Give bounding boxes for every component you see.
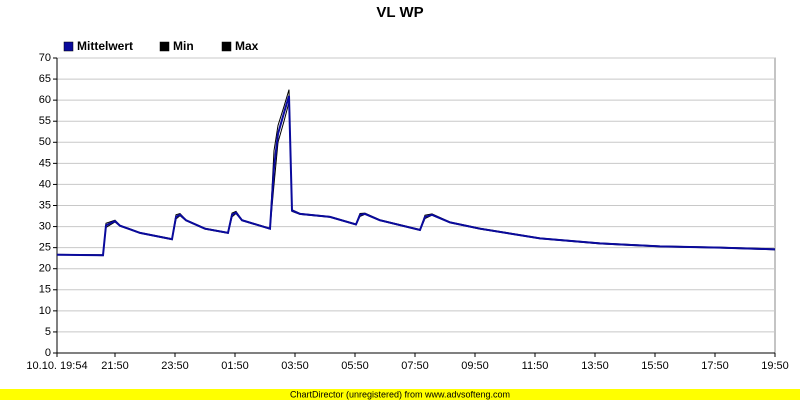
footer: ChartDirector (unregistered) from www.ad… [290,389,510,399]
legend-label: Max [235,39,259,53]
x-tick-label: 09:50 [461,360,489,372]
footer-bar [0,389,800,400]
y-tick-label: 60 [39,94,51,106]
y-tick-label: 30 [39,220,51,232]
y-tick-label: 5 [45,326,51,338]
x-tick-label: 19:50 [761,360,789,372]
x-tick-label: 03:50 [281,360,309,372]
x-tick-label: 13:50 [581,360,609,372]
legend-label: Min [173,39,194,53]
y-tick-label: 10 [39,305,51,317]
chart-title: VL WP [376,4,423,21]
y-tick-label: 20 [39,263,51,275]
y-tick-label: 15 [39,284,51,296]
legend-label: Mittelwert [77,39,133,53]
y-tick-label: 0 [45,347,51,359]
x-tick-label: 11:50 [522,360,549,372]
y-tick-label: 45 [39,157,51,169]
x-tick-label: 05:50 [341,360,369,372]
y-tick-label: 65 [39,73,51,85]
y-tick-label: 50 [39,136,51,148]
x-tick-label: 15:50 [641,360,669,372]
legend-swatch [63,41,74,52]
x-tick-label: 21:50 [101,360,129,372]
x-tick-label: 17:50 [701,360,729,372]
x-tick-label: 10.10. 19:54 [26,360,87,372]
y-tick-label: 55 [39,115,51,127]
y-tick-label: 35 [39,199,51,211]
y-tick-label: 40 [39,178,51,190]
series-line [56,95,776,257]
legend-swatch [159,41,170,52]
y-tick-label: 70 [39,52,51,64]
y-tick-label: 25 [39,242,51,254]
x-tick-label: 01:50 [221,360,249,372]
x-tick-label: 07:50 [401,360,429,372]
legend-swatch [221,41,232,52]
x-tick-label: 23:50 [161,360,189,372]
